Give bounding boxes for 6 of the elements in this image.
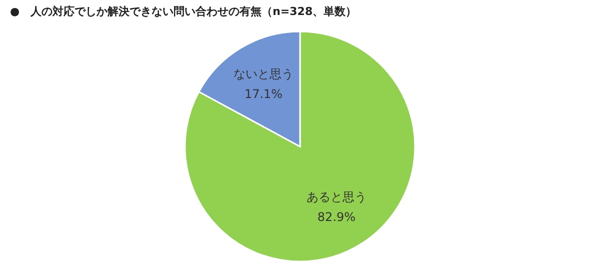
- pie-slice: [184, 30, 416, 262]
- chart-title: ● 人の対応でしか解決できない問い合わせの有無（n=328、単数）: [10, 5, 357, 18]
- data-label: 17.1%: [244, 87, 283, 102]
- slice-label: ないと思う: [234, 67, 294, 82]
- slice-label: あると思う: [306, 190, 366, 204]
- data-label: 82.9%: [317, 210, 356, 224]
